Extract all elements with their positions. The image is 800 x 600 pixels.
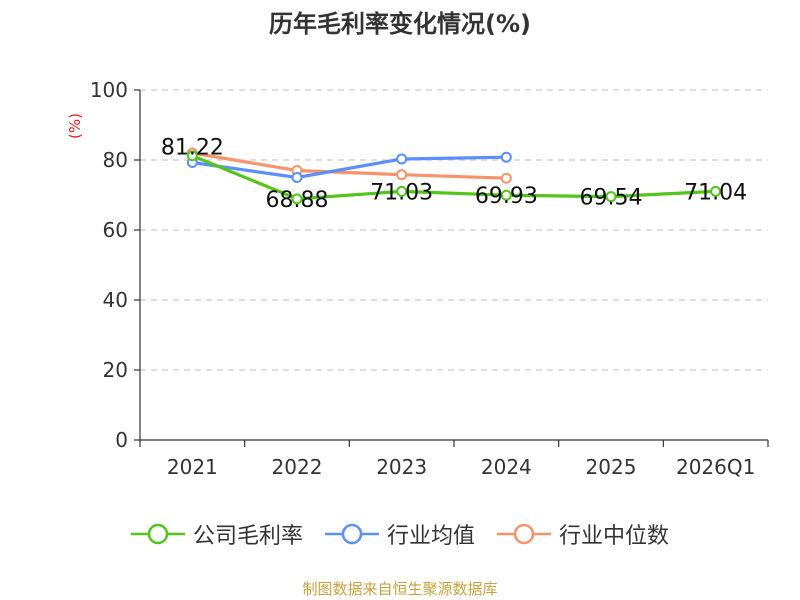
series-line bbox=[191, 154, 716, 201]
y-axis-label: (%) bbox=[66, 113, 84, 139]
data-point[interactable] bbox=[605, 191, 617, 203]
gridlines bbox=[140, 89, 768, 371]
legend-label: 行业中位数 bbox=[559, 524, 670, 549]
data-point[interactable] bbox=[396, 153, 408, 165]
data-label: 68.88 bbox=[266, 188, 329, 213]
x-tick-label: 2021 bbox=[167, 455, 218, 479]
legend-item-industry-mean[interactable]: 行业均值 bbox=[324, 518, 475, 550]
line-chart: 0 20 40 60 80 100 2021 2022 2023 2024 2025 2026Q1 (%… bbox=[66, 78, 769, 479]
legend-label: 公司毛利率 bbox=[192, 524, 303, 549]
legend-item-company-margin[interactable]: 公司毛利率 bbox=[130, 518, 303, 550]
x-tick-label: 2026Q1 bbox=[676, 455, 755, 479]
y-tick-label: 80 bbox=[103, 148, 128, 172]
data-label: 69.93 bbox=[475, 184, 538, 209]
data-point[interactable] bbox=[500, 189, 512, 201]
data-label: 71.03 bbox=[370, 180, 433, 205]
x-tick-label: 2024 bbox=[481, 455, 532, 479]
y-tick-label: 40 bbox=[103, 288, 128, 312]
data-labels: 81.22 68.88 71.03 69.93 69.54 71.04 bbox=[161, 136, 747, 213]
series-lines bbox=[191, 151, 716, 201]
data-label: 81.22 bbox=[161, 136, 224, 161]
x-tick-label: 2023 bbox=[376, 455, 427, 479]
data-point[interactable] bbox=[396, 169, 408, 181]
data-point[interactable] bbox=[710, 185, 722, 197]
legend-line-marker-icon bbox=[324, 523, 379, 545]
y-tick-label: 0 bbox=[115, 428, 128, 452]
legend: 公司毛利率 行业均值 行业中位数 bbox=[0, 518, 800, 550]
legend-line-marker-icon bbox=[130, 523, 185, 545]
y-tick-label: 100 bbox=[90, 78, 128, 102]
series-points bbox=[186, 147, 722, 205]
data-point[interactable] bbox=[500, 151, 512, 163]
data-point[interactable] bbox=[500, 172, 512, 184]
axes: 0 20 40 60 80 100 2021 2022 2023 2024 2025 2026Q1 (%… bbox=[66, 78, 769, 479]
legend-label: 行业均值 bbox=[386, 524, 475, 549]
series-line bbox=[192, 155, 507, 180]
data-label: 71.04 bbox=[684, 180, 747, 205]
legend-item-industry-median[interactable]: 行业中位数 bbox=[497, 518, 669, 550]
data-point[interactable] bbox=[291, 172, 303, 183]
y-tick-label: 60 bbox=[103, 218, 128, 242]
chart-title: 历年毛利率变化情况(%) bbox=[269, 10, 531, 38]
y-tick-label: 20 bbox=[103, 358, 128, 382]
x-tick-label: 2022 bbox=[272, 455, 323, 479]
source-note: 制图数据来自恒生聚源数据库 bbox=[302, 580, 498, 598]
data-point[interactable] bbox=[186, 150, 198, 162]
data-point[interactable] bbox=[396, 185, 408, 197]
legend-line-marker-icon bbox=[497, 523, 551, 545]
series-line bbox=[192, 151, 507, 180]
data-point[interactable] bbox=[291, 193, 303, 205]
x-tick-label: 2025 bbox=[586, 455, 637, 479]
data-label: 69.54 bbox=[580, 186, 643, 211]
